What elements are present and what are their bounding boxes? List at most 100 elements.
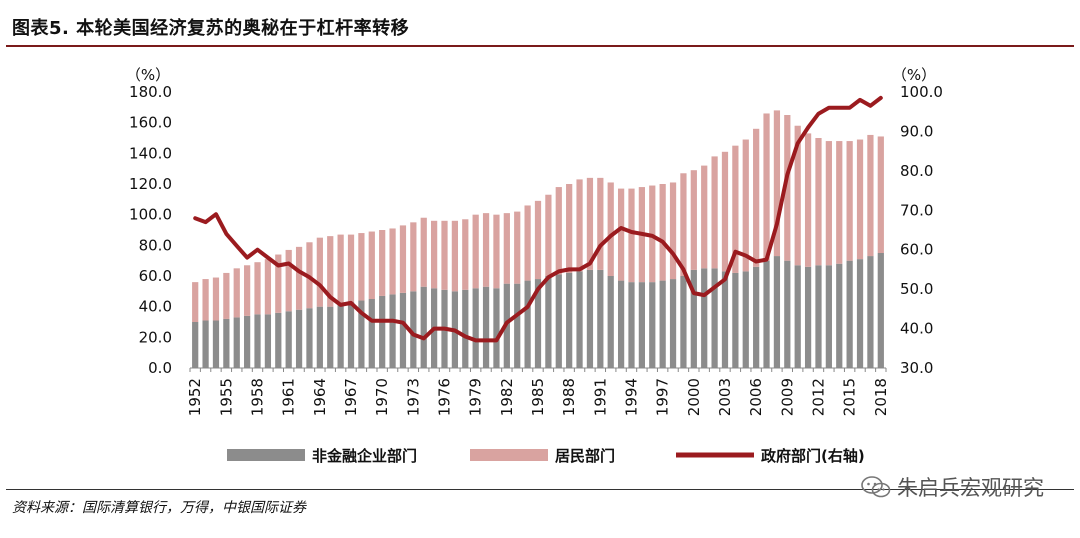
y-right-tick-label: 80.0	[900, 162, 933, 180]
y-right-tick-label: 40.0	[900, 320, 933, 338]
bar-corporate-1955	[223, 318, 230, 368]
bar-corporate-1990	[586, 269, 594, 368]
bar-corporate-1971	[389, 294, 396, 368]
bar-corporate-1972	[399, 292, 407, 368]
bar-household-2018	[877, 136, 884, 253]
bar-corporate-1966	[337, 303, 344, 368]
bar-household-1982	[503, 213, 510, 284]
bar-corporate-2002	[711, 268, 718, 368]
chart-title: 图表5. 本轮美国经济复苏的奥秘在于杠杆率转移	[12, 18, 410, 39]
bar-corporate-1989	[576, 271, 583, 368]
y-left-tick-label: 20.0	[139, 328, 172, 346]
x-tick-label: 1982	[498, 378, 516, 416]
bar-household-1998	[669, 182, 677, 280]
bar-corporate-1970	[379, 295, 386, 368]
bar-corporate-2013	[825, 265, 832, 368]
bar-household-1994	[628, 188, 635, 283]
bar-household-1955	[223, 272, 230, 319]
bar-corporate-1992	[607, 276, 614, 368]
bar-corporate-1979	[472, 288, 479, 368]
bar-corporate-2012	[815, 265, 822, 368]
y-right-tick-label: 30.0	[900, 359, 933, 377]
bar-corporate-1963	[306, 308, 313, 368]
watermark: 朱启兵宏观研究	[861, 472, 1044, 502]
x-tick-label: 1955	[217, 378, 235, 416]
bar-corporate-1998	[669, 279, 677, 368]
bar-corporate-2003	[721, 271, 729, 368]
bar-corporate-2018	[877, 253, 884, 368]
bar-household-1996	[649, 185, 656, 283]
bar-corporate-1965	[327, 306, 334, 368]
bar-household-1980	[482, 213, 490, 287]
bar-household-2005	[742, 139, 749, 272]
bar-household-2000	[690, 170, 697, 270]
bar-household-1991	[597, 177, 604, 270]
footer-divider	[6, 489, 1074, 490]
bar-corporate-2011	[804, 266, 812, 368]
bar-household-2004	[732, 145, 739, 273]
bar-corporate-2001	[701, 268, 708, 368]
bar-household-1958	[254, 262, 261, 315]
bar-corporate-2010	[794, 265, 801, 368]
legend-label-household: 居民部门	[555, 447, 615, 465]
y-left-tick-label: 140.0	[129, 144, 172, 162]
bar-corporate-1981	[493, 288, 500, 368]
bar-household-2002	[711, 156, 718, 269]
bar-corporate-1959	[264, 314, 272, 368]
x-tick-label: 1973	[404, 378, 422, 416]
legend-label-government: 政府部门(右轴)	[761, 447, 865, 465]
x-tick-label: 2003	[716, 378, 734, 416]
bar-household-1985	[534, 200, 542, 280]
bar-household-1956	[233, 268, 240, 318]
x-tick-label: 2000	[685, 378, 703, 416]
bar-household-1952	[192, 282, 199, 322]
bar-corporate-1967	[347, 302, 355, 368]
bar-household-1973	[410, 222, 417, 292]
bar-corporate-1962	[295, 309, 303, 368]
bar-household-1961	[285, 249, 292, 312]
bar-corporate-1961	[285, 311, 292, 368]
bar-corporate-1953	[202, 320, 209, 368]
bar-corporate-1987	[555, 274, 562, 368]
y-left-tick-label: 60.0	[139, 267, 172, 285]
bar-household-1975	[431, 220, 438, 289]
bar-household-1979	[472, 214, 479, 289]
bar-household-2008	[773, 110, 781, 257]
watermark-text: 朱启兵宏观研究	[897, 476, 1044, 500]
source-note: 资料来源：国际清算银行，万得，中银国际证券	[12, 500, 306, 516]
y-left-tick-label: 120.0	[129, 175, 172, 193]
bar-household-1957	[244, 265, 251, 316]
x-tick-label: 1985	[529, 378, 547, 416]
bar-corporate-1956	[233, 317, 240, 368]
title-divider	[6, 45, 1074, 47]
bar-household-1969	[368, 231, 375, 299]
x-tick-label: 1967	[342, 378, 360, 416]
bar-household-2009	[784, 115, 791, 261]
y-right-tick-label: 90.0	[900, 122, 933, 140]
bar-corporate-1994	[628, 282, 635, 368]
bar-corporate-1969	[368, 299, 375, 368]
y-left-unit: （%）	[126, 66, 170, 84]
x-tick-label: 1976	[436, 378, 454, 416]
bar-corporate-2016	[856, 259, 864, 368]
y-left-tick-label: 180.0	[129, 83, 172, 101]
y-right-tick-label: 100.0	[900, 83, 943, 101]
bar-household-1953	[202, 279, 209, 321]
bar-household-2016	[856, 139, 864, 260]
y-right-tick-label: 70.0	[900, 201, 933, 219]
bar-household-1959	[264, 259, 272, 315]
x-tick-label: 1964	[311, 378, 329, 416]
x-tick-label: 2006	[747, 378, 765, 416]
x-tick-label: 1994	[622, 378, 640, 416]
bar-household-1962	[295, 246, 303, 310]
y-left-tick-label: 80.0	[139, 236, 172, 254]
bar-household-1989	[576, 179, 583, 272]
bar-corporate-1980	[482, 286, 490, 368]
bar-household-1954	[212, 277, 220, 321]
bar-corporate-2014	[836, 263, 843, 368]
x-tick-label: 1979	[467, 378, 485, 416]
x-tick-label: 2018	[872, 378, 890, 416]
bar-household-2003	[721, 151, 729, 272]
bar-household-1999	[680, 173, 687, 276]
bar-household-1977	[451, 220, 459, 292]
